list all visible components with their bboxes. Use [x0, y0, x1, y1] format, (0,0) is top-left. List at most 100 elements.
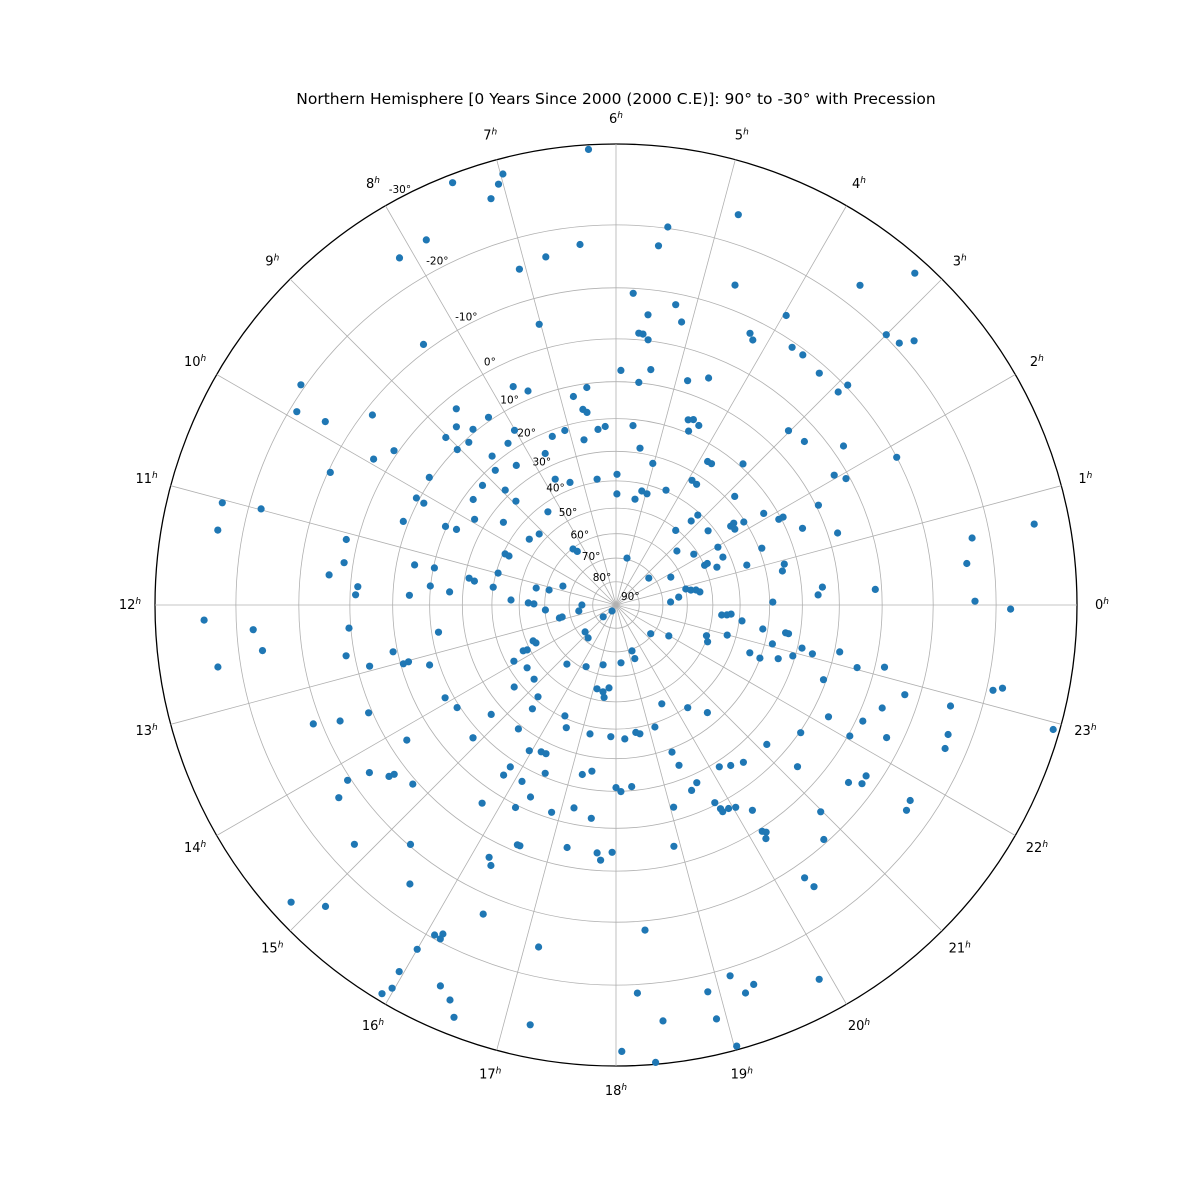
star-point: [532, 639, 540, 647]
star-point: [499, 518, 507, 526]
hour-spoke: [615, 485, 1062, 606]
star-point: [450, 1013, 458, 1021]
star-point: [846, 732, 854, 740]
star-point: [675, 593, 683, 601]
star-point: [469, 425, 477, 433]
star-point: [487, 861, 495, 870]
star-point: [760, 509, 768, 517]
star-point: [287, 898, 295, 906]
star-point: [584, 634, 592, 642]
star-point: [814, 591, 822, 599]
star-point: [326, 468, 334, 476]
star-point: [739, 758, 748, 766]
star-point: [830, 471, 838, 479]
hour-tick-label: 3h: [953, 253, 967, 269]
star-point: [350, 840, 358, 848]
star-point: [815, 975, 823, 983]
star-point: [779, 513, 787, 521]
star-point: [739, 460, 747, 468]
star-point: [853, 664, 861, 672]
star-point: [510, 657, 518, 665]
star-point: [452, 405, 460, 413]
star-point: [689, 416, 698, 424]
star-point: [607, 733, 615, 741]
star-point: [479, 910, 487, 918]
star-point: [446, 996, 454, 1004]
star-point: [675, 761, 683, 769]
star-point: [748, 806, 757, 814]
star-point: [623, 554, 631, 562]
star-point: [465, 574, 473, 582]
hour-spoke: [289, 604, 617, 932]
star-point: [725, 804, 733, 813]
star-point: [629, 422, 637, 430]
star-point: [515, 265, 524, 273]
star-point: [390, 770, 398, 778]
star-point: [566, 478, 574, 486]
star-point: [684, 704, 692, 712]
star-point: [559, 582, 567, 590]
star-point: [782, 311, 790, 320]
hour-spoke: [615, 604, 943, 932]
star-point: [613, 490, 621, 498]
star-point: [749, 336, 757, 344]
star-point: [582, 663, 590, 671]
star-point: [743, 561, 751, 569]
star-point: [858, 780, 866, 788]
star-point: [599, 613, 607, 621]
star-point: [425, 473, 433, 481]
star-point: [644, 311, 652, 319]
dec-tick-label: 70°: [582, 551, 601, 563]
star-point: [214, 526, 222, 534]
star-point: [702, 632, 711, 640]
star-point: [395, 254, 404, 262]
star-point: [617, 366, 625, 374]
star-point: [730, 519, 738, 527]
star-point: [636, 444, 644, 452]
star-point: [834, 388, 842, 396]
star-point: [859, 717, 867, 725]
star-point: [530, 600, 538, 608]
star-point: [893, 453, 901, 461]
hour-tick-label: 1h: [1078, 471, 1092, 487]
star-point: [471, 515, 479, 523]
star-point: [762, 835, 770, 843]
star-point: [442, 433, 450, 442]
star-point: [668, 748, 676, 756]
star-point: [704, 638, 712, 646]
star-point: [321, 418, 329, 426]
star-point: [478, 799, 486, 807]
star-point: [514, 725, 523, 733]
star-point: [342, 535, 350, 544]
hour-tick-label: 22h: [1026, 840, 1049, 856]
dec-tick-label: 30°: [532, 457, 551, 469]
star-point: [684, 377, 692, 385]
star-point: [258, 647, 267, 655]
hour-tick-label: 18h: [605, 1083, 628, 1099]
hour-tick-label: 17h: [479, 1066, 502, 1082]
star-point: [406, 880, 414, 888]
star-point: [613, 470, 621, 478]
star-point: [797, 729, 805, 737]
star-point: [570, 804, 578, 812]
star-point: [902, 806, 911, 814]
star-point: [510, 683, 518, 691]
star-point: [516, 842, 524, 850]
star-point: [910, 337, 918, 345]
star-point: [525, 747, 533, 755]
star-point: [499, 170, 507, 178]
star-point: [769, 598, 777, 606]
hour-tick-label: 8h: [366, 176, 380, 192]
star-point: [844, 778, 853, 787]
star-point: [617, 659, 625, 667]
hour-tick-label: 2h: [1030, 354, 1044, 370]
star-point: [321, 902, 330, 911]
star-point: [723, 631, 731, 639]
star-point: [645, 574, 653, 582]
hour-spoke: [615, 604, 847, 1005]
star-point: [963, 559, 971, 568]
star-point: [651, 723, 659, 731]
star-point: [487, 710, 495, 719]
star-point: [345, 624, 353, 632]
star-point: [643, 490, 651, 498]
